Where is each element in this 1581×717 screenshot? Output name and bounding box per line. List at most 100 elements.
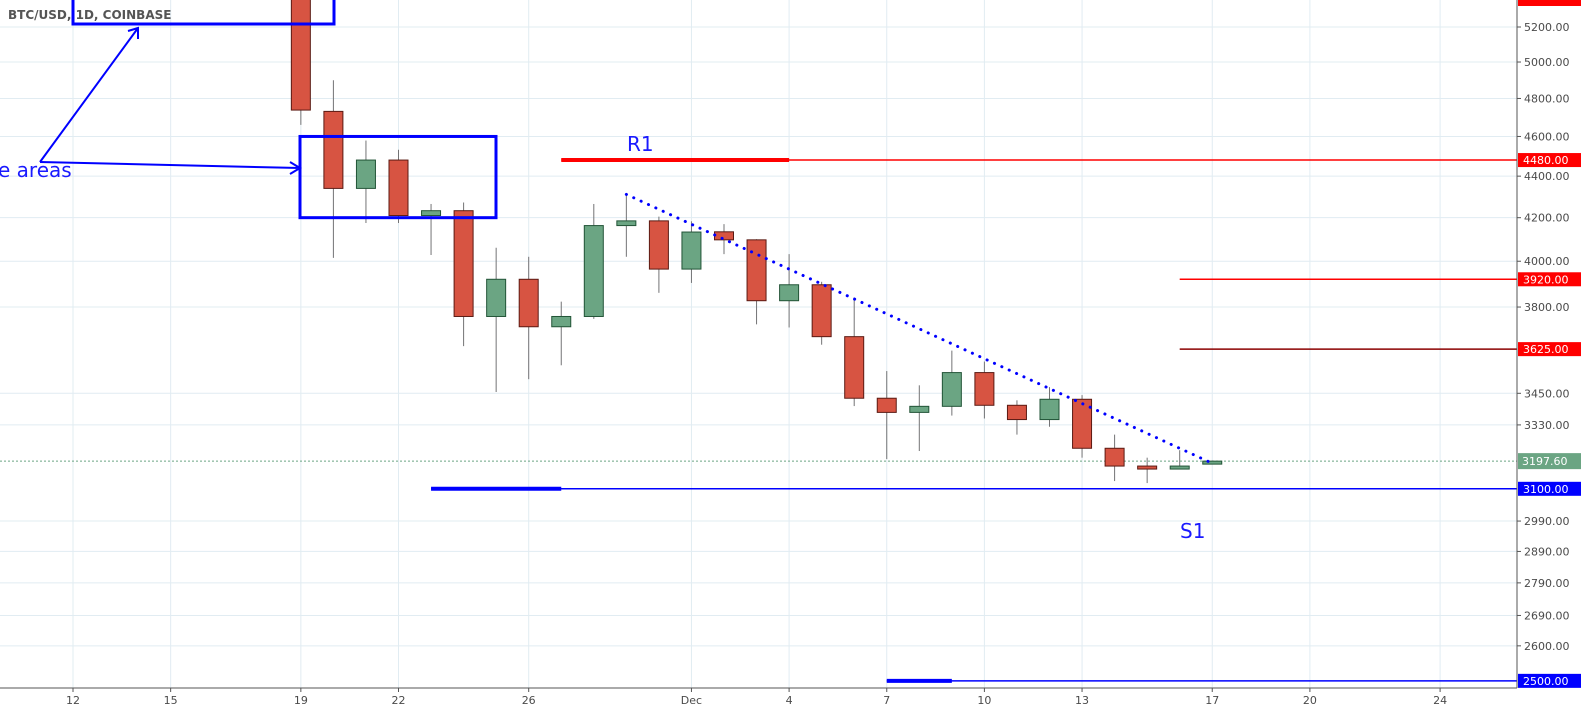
time-tick-label: 24 [1433,694,1447,707]
time-tick-label: 20 [1303,694,1317,707]
candle-body [746,239,767,302]
price-tick-label: 2600.00 [1524,640,1570,653]
price-tick-label: 4800.00 [1524,92,1570,105]
candle [648,216,669,293]
candle [290,0,311,125]
candle-body [648,220,669,270]
candle-body [290,0,311,111]
candle-body [844,336,865,399]
candle [681,221,702,283]
level-price-label-bg [1518,272,1581,287]
candle-body [779,284,800,302]
candles [290,0,1223,484]
price-tick-label: 2790.00 [1524,577,1570,590]
zone-rectangle [298,134,498,220]
candle-body [1202,460,1223,465]
candle-body [876,397,897,413]
candle [909,385,930,452]
price-axis[interactable]: 5200.00 5000.00 4800.00 4600.00 4400.00 4200.… [1516,0,1581,717]
candle [1137,457,1158,484]
candle-body [323,110,344,189]
candle-body [1006,404,1027,421]
price-tick-label: 5000.00 [1524,56,1570,69]
candle-body [583,225,604,317]
candle [1072,395,1093,458]
level-price-label-bg [1518,673,1581,688]
candle [779,254,800,328]
candle [453,202,474,347]
price-tick-label: 3450.00 [1524,387,1570,400]
candle-body [974,372,995,406]
candle [323,80,344,258]
time-tick-label: 26 [522,694,536,707]
candle [355,140,376,224]
level-price-label: 3625.00 [1523,343,1569,356]
candle-body [518,278,539,328]
candle [1104,434,1125,482]
level-price-label-bg [1518,481,1581,496]
time-axis-bg [0,688,1581,717]
candle [746,239,767,325]
level-price-label: 3100.00 [1523,483,1569,496]
candle [1039,387,1060,427]
time-tick-label: Dec [681,694,702,707]
price-tick-label: 4000.00 [1524,255,1570,268]
level-price-label-bg [1518,153,1581,168]
candle [714,224,734,255]
candle [583,203,604,319]
arrow-up-right-icon [39,26,139,163]
candle-body [616,220,637,227]
candle [486,247,507,393]
time-tick-label: 7 [883,694,890,707]
time-tick-label: 12 [66,694,80,707]
drawings[interactable] [39,0,1214,465]
last-price-label: 3197.60 [1522,455,1568,468]
last-price-label-bg [1518,453,1581,470]
candle-body [714,231,734,241]
candle [388,149,409,224]
candle-body [941,372,962,407]
time-tick-label: 10 [977,694,991,707]
top-price-label-clipped [1518,0,1581,6]
level-price-label: 2500.00 [1523,675,1569,688]
candle-body [1104,447,1125,467]
price-tick-label: 4600.00 [1524,130,1570,143]
candle [941,350,962,416]
price-tick-label: 2890.00 [1524,545,1570,558]
candle-body [551,315,572,328]
price-tick-label: 3800.00 [1524,301,1570,314]
candle-body [453,210,474,317]
candle [421,203,442,256]
price-tick-label: 3330.00 [1524,419,1570,432]
arrow-right-icon [39,161,302,175]
time-tick-label: 17 [1205,694,1219,707]
candle-body [421,210,442,217]
candle [616,194,637,257]
candle-body [909,405,930,413]
candle [1202,460,1223,465]
price-axis-bg [1517,0,1581,717]
level-price-label-bg [1518,342,1581,357]
candle [551,301,572,366]
time-tick-label: 4 [786,694,793,707]
time-tick-label: 13 [1075,694,1089,707]
annotations: R1 S1 e areas [0,132,1205,543]
time-tick-label: 22 [392,694,406,707]
time-axis[interactable]: 12 15 19 22 26 Dec 4 7 10 13 17 20 24 [0,687,1581,717]
r1-label: R1 [627,132,654,156]
grid [0,0,1517,688]
candle-body [1072,398,1093,449]
price-tick-label: 4200.00 [1524,212,1570,225]
candle [1006,400,1027,435]
candle [844,297,865,407]
price-tick-label: 4400.00 [1524,170,1570,183]
price-tick-label: 2690.00 [1524,609,1570,622]
candle [811,281,832,345]
horizontal-levels[interactable] [0,158,1517,683]
candle-body [486,278,507,317]
time-tick-label: 19 [294,694,308,707]
areas-label: e areas [0,158,72,182]
symbol-title: BTC/USD, 1D, COINBASE [8,8,172,22]
candle-body [811,284,832,338]
